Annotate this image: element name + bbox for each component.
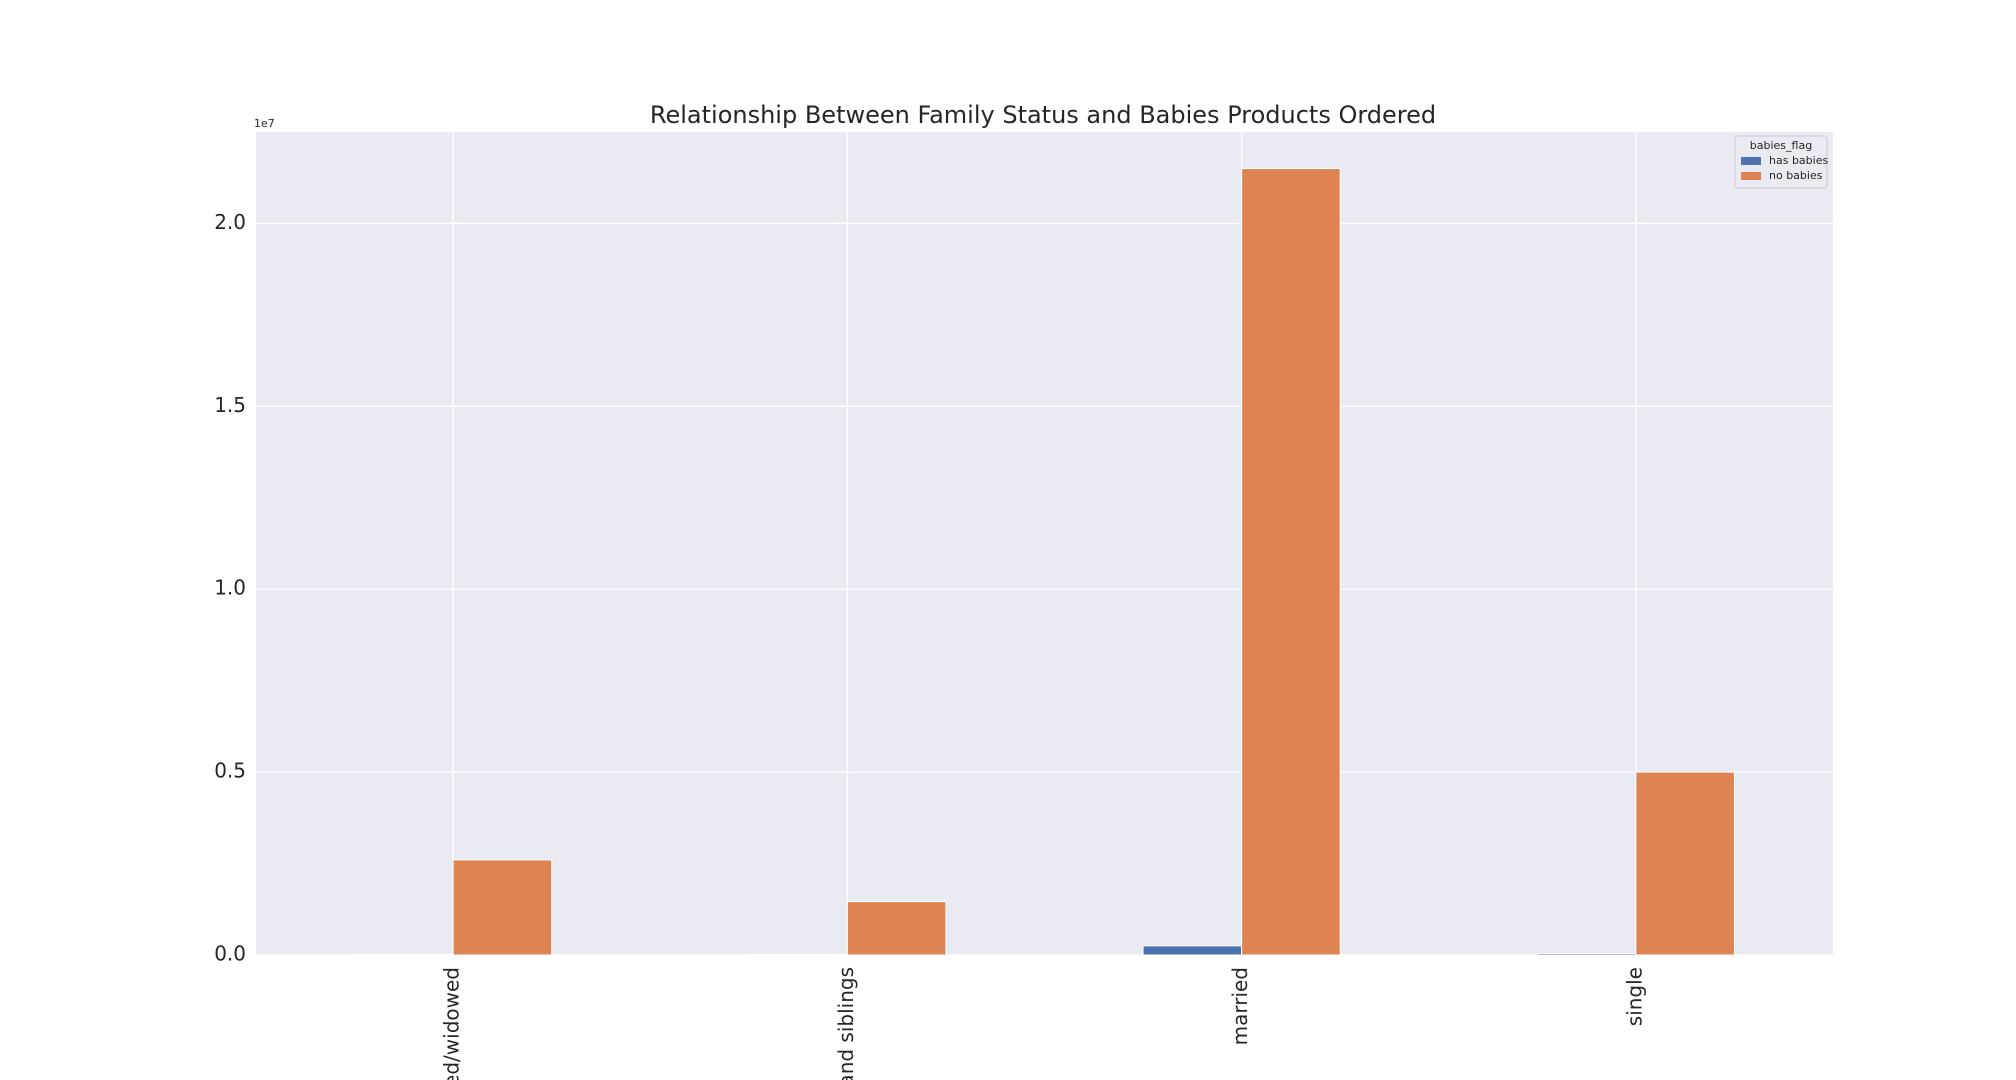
y-tick-label: 0.5 xyxy=(214,759,246,783)
y-tick-label: 1.5 xyxy=(214,393,246,417)
legend-swatch xyxy=(1741,157,1761,165)
x-tick-label: married xyxy=(1228,967,1252,1045)
legend-label: has babies xyxy=(1769,154,1828,167)
bar xyxy=(1536,953,1637,956)
plot-area xyxy=(256,132,1833,955)
x-tick-label: living with parents and siblings xyxy=(834,967,858,1080)
x-tick-label: single xyxy=(1622,967,1646,1026)
bar xyxy=(1241,168,1341,956)
legend-swatch xyxy=(1741,172,1761,180)
bar xyxy=(1142,945,1243,956)
legend-title: babies_flag xyxy=(1750,139,1812,152)
y-tick-label: 0.0 xyxy=(214,942,246,966)
x-tick-label: divorced/widowed xyxy=(440,967,464,1080)
legend-label: no babies xyxy=(1769,169,1823,182)
axis-offset: 1e7 xyxy=(254,117,275,130)
bar xyxy=(1635,771,1735,956)
bar xyxy=(846,901,947,956)
bar xyxy=(354,953,454,956)
y-tick-label: 2.0 xyxy=(214,210,246,234)
y-tick-label: 1.0 xyxy=(214,576,246,600)
bar xyxy=(452,859,553,956)
chart-title: Relationship Between Family Status and B… xyxy=(650,101,1436,129)
